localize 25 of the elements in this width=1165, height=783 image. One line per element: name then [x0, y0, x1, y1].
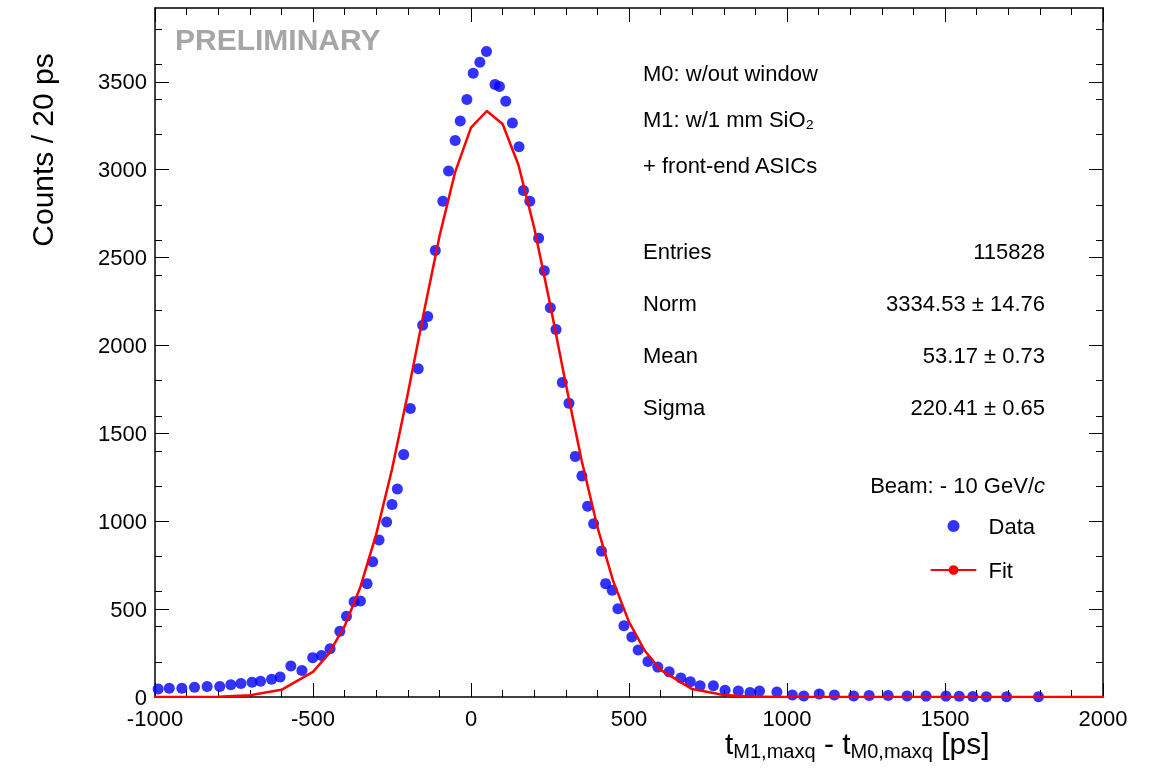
x-tick-label: 1500 — [920, 705, 970, 731]
y-tick-label: 2500 — [98, 245, 147, 271]
y-tick-label: 3000 — [98, 157, 147, 183]
y-tick-label: 2000 — [98, 332, 147, 358]
annotation: + front-end ASICs — [643, 152, 818, 178]
x-tick-label: 1000 — [762, 705, 812, 731]
text: Sigma 220.41 ± 0.65 — [643, 394, 1045, 420]
legend-label: Fit — [988, 557, 1013, 583]
annotation: M0: w/out window — [643, 60, 818, 86]
y-tick-label: 500 — [110, 596, 147, 622]
text: Entries 115828 — [643, 238, 1045, 264]
y-tick-label: 1000 — [98, 508, 147, 534]
annotation: PRELIMINARY — [175, 22, 381, 56]
x-tick-label: 2000 — [1078, 705, 1128, 731]
x-tick-label: 0 — [464, 705, 478, 731]
x-tick-label: -500 — [290, 705, 336, 731]
legend-label: Data — [988, 513, 1036, 539]
y-tick-label: 3500 — [98, 69, 147, 95]
x-tick-label: 500 — [610, 705, 648, 731]
annotation: M1: w/1 mm SiO₂ — [643, 106, 815, 132]
y-tick-label: 1500 — [98, 420, 147, 446]
legend-title: Beam: - 10 GeV/c — [870, 472, 1045, 498]
y-axis-title: Counts / 20 ps — [25, 53, 59, 247]
text: Mean 53.17 ± 0.73 — [643, 342, 1045, 368]
text: Norm 3334.53 ± 14.76 — [643, 290, 1046, 316]
